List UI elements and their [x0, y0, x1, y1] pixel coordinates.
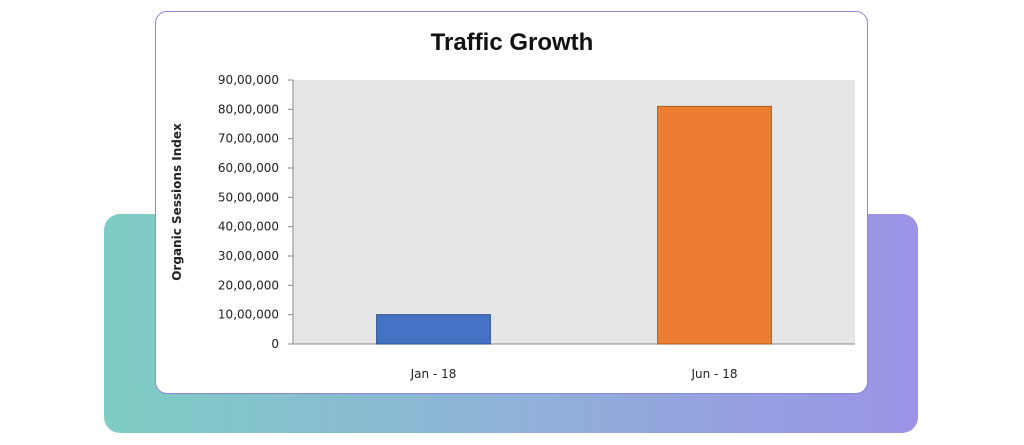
y-tick-label: 30,00,000: [218, 249, 279, 263]
y-tick-label: 70,00,000: [218, 132, 279, 146]
bar-chart: Traffic Growth 0 10,00,000 20,00,000 30,00,…: [170, 29, 855, 381]
chart-card: Traffic Growth 0 10,00,000 20,00,000 30,00,…: [155, 11, 868, 394]
y-tick-label: 50,00,000: [218, 190, 279, 204]
y-tick-label: 40,00,000: [218, 220, 279, 234]
y-tick-label: 80,00,000: [218, 102, 279, 116]
x-axis: Jan - 18 Jun - 18: [293, 343, 855, 381]
y-tick-label: 60,00,000: [218, 161, 279, 175]
y-tick-label: 90,00,000: [218, 73, 279, 87]
bar-jan-18: [376, 314, 491, 345]
bars: [376, 105, 772, 345]
y-axis-label: Organic Sessions Index: [170, 123, 184, 281]
y-tick-label: 0: [271, 337, 279, 351]
x-tick-label: Jun - 18: [691, 367, 738, 381]
y-tick-label: 10,00,000: [218, 308, 279, 322]
bar-jun-18: [657, 105, 772, 345]
chart-title: Traffic Growth: [431, 29, 594, 56]
y-axis: 0 10,00,000 20,00,000 30,00,000 40,00,000 50,…: [218, 73, 294, 351]
x-tick-label: Jan - 18: [410, 367, 457, 381]
y-tick-label: 20,00,000: [218, 278, 279, 292]
